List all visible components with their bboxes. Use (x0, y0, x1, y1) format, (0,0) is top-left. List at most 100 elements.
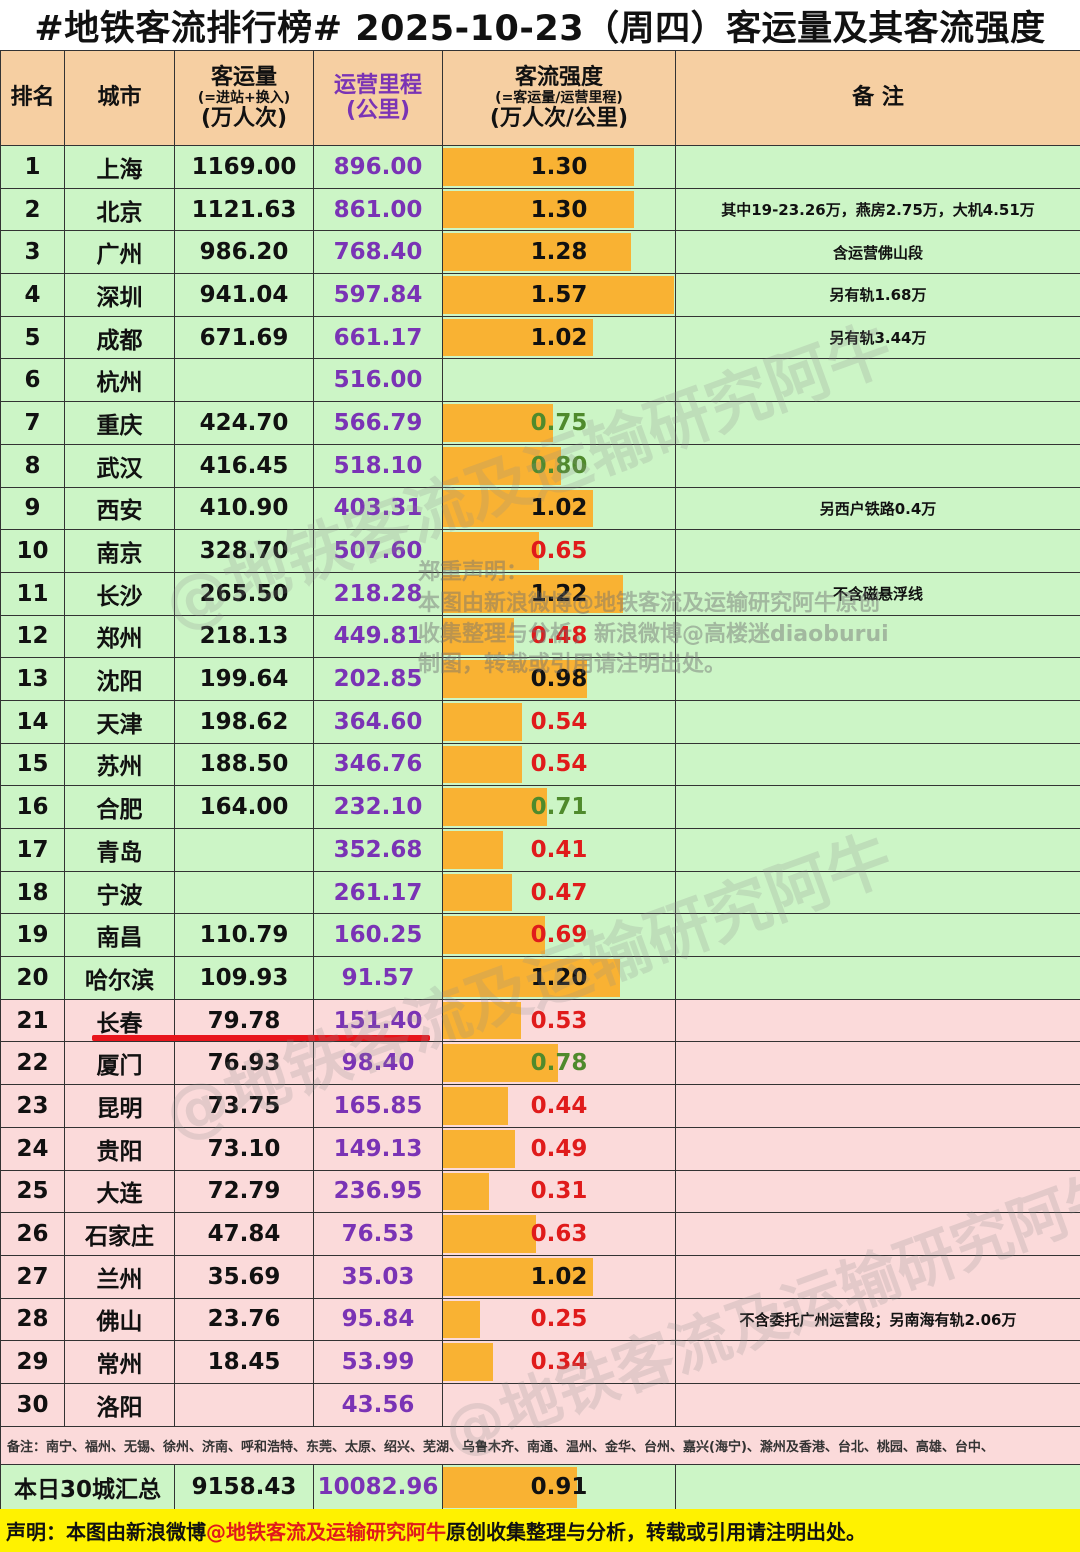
mileage-cell: 98.40 (313, 1041, 443, 1086)
ridership-cell: 424.70 (174, 401, 314, 445)
intensity-bar (443, 404, 553, 442)
remark-row: 备注：南宁、福州、无锡、徐州、济南、呼和浩特、东莞、太原、绍兴、芜湖、乌鲁木齐、… (0, 1425, 1080, 1465)
mileage-cell: 364.60 (313, 699, 443, 744)
ridership-cell: 73.10 (174, 1126, 314, 1171)
intensity-value: 0.34 (530, 1349, 588, 1376)
table-row: 6 杭州 516.00 (0, 358, 1080, 403)
table-row: 9 西安 410.90 403.31 1.02 另西户铁路0.4万 (0, 486, 1080, 531)
intensity-bar (443, 532, 539, 570)
summary-row: 本日30城汇总 9158.43 10082.96 0.91 (0, 1463, 1080, 1511)
rank-cell: 28 (0, 1297, 65, 1342)
header-intensity: 客流强度 (=客运量/运营里程) (万人次/公里) (442, 50, 676, 146)
note-cell (675, 358, 1080, 403)
rank-cell: 14 (0, 699, 65, 744)
intensity-cell: 1.57 (442, 273, 676, 317)
ridership-cell: 328.70 (174, 529, 314, 573)
intensity-cell: 0.34 (442, 1340, 676, 1384)
intensity-value: 0.98 (530, 666, 588, 693)
table-row: 19 南昌 110.79 160.25 0.69 (0, 913, 1080, 958)
footer-author: @地铁客流及运输研究阿牛 (206, 1520, 446, 1544)
intensity-bar (443, 745, 522, 784)
note-cell (675, 1382, 1080, 1427)
mileage-cell: 403.31 (313, 486, 443, 531)
rank-cell: 6 (0, 358, 65, 403)
note-cell: 不含磁悬浮线 (675, 571, 1080, 616)
rank-cell: 10 (0, 529, 65, 573)
mileage-cell: 151.40 (313, 998, 443, 1043)
mileage-cell: 518.10 (313, 443, 443, 488)
ridership-cell: 73.75 (174, 1084, 314, 1128)
intensity-cell: 0.41 (442, 828, 676, 872)
intensity-value: 0.54 (530, 751, 588, 778)
intensity-value: 1.28 (530, 239, 588, 266)
intensity-bar (443, 148, 634, 186)
note-cell (675, 870, 1080, 915)
ridership-cell: 410.90 (174, 486, 314, 531)
table-row: 17 青岛 352.68 0.41 (0, 828, 1080, 872)
city-cell: 青岛 (64, 828, 175, 872)
city-cell: 常州 (64, 1340, 175, 1384)
intensity-bar (443, 1044, 558, 1083)
intensity-bar (443, 916, 545, 955)
note-cell: 含运营佛山段 (675, 230, 1080, 275)
intensity-value: 1.20 (530, 964, 588, 991)
intensity-value (444, 1384, 675, 1425)
ridership-cell: 1121.63 (174, 187, 314, 232)
intensity-value: 0.44 (530, 1092, 588, 1119)
intensity-value: 0.78 (530, 1050, 588, 1077)
rank-cell: 12 (0, 614, 65, 659)
ridership-cell: 76.93 (174, 1041, 314, 1086)
rank-cell: 13 (0, 657, 65, 701)
intensity-cell: 1.22 (442, 571, 676, 616)
note-cell: 另有轨1.68万 (675, 273, 1080, 317)
note-cell (675, 443, 1080, 488)
header-city: 城市 (64, 50, 175, 146)
rank-cell: 23 (0, 1084, 65, 1128)
table-row: 24 贵阳 73.10 149.13 0.49 (0, 1126, 1080, 1171)
intensity-cell: 0.80 (442, 443, 676, 488)
rank-cell: 24 (0, 1126, 65, 1171)
intensity-bar (443, 617, 514, 656)
mileage-cell: 160.25 (313, 913, 443, 958)
mileage-cell: 43.56 (313, 1382, 443, 1427)
mileage-cell: 661.17 (313, 315, 443, 360)
intensity-value: 0.49 (530, 1135, 588, 1162)
city-cell: 广州 (64, 230, 175, 275)
city-cell: 石家庄 (64, 1212, 175, 1256)
header-rank: 排名 (0, 50, 65, 146)
ridership-cell: 18.45 (174, 1340, 314, 1384)
table-row: 1 上海 1169.00 896.00 1.30 (0, 145, 1080, 189)
table-header: 排名 城市 客运量 (=进站+换入) (万人次) 运营里程 (公里) 客流强度 … (0, 50, 1080, 146)
intensity-value: 1.22 (530, 580, 588, 607)
ridership-cell: 109.93 (174, 956, 314, 1000)
remark-text: 备注：南宁、福州、无锡、徐州、济南、呼和浩特、东莞、太原、绍兴、芜湖、乌鲁木齐、… (0, 1425, 1080, 1465)
city-cell: 武汉 (64, 443, 175, 488)
table-body: 1 上海 1169.00 896.00 1.30 2 北京 1121.63 861.00 1.30… (0, 145, 1080, 1427)
mileage-cell: 896.00 (313, 145, 443, 189)
city-cell: 重庆 (64, 401, 175, 445)
intensity-bar (443, 1129, 515, 1168)
mileage-cell: 202.85 (313, 657, 443, 701)
rank-cell: 1 (0, 145, 65, 189)
note-cell (675, 998, 1080, 1043)
intensity-bar (443, 1257, 593, 1296)
city-cell: 宁波 (64, 870, 175, 915)
intensity-bar (443, 318, 593, 357)
table-row: 23 昆明 73.75 165.85 0.44 (0, 1084, 1080, 1128)
intensity-cell (442, 358, 676, 403)
intensity-cell: 1.28 (442, 230, 676, 275)
city-cell: 厦门 (64, 1041, 175, 1086)
summary-intensity-bar (443, 1466, 577, 1508)
mileage-cell: 218.28 (313, 571, 443, 616)
ridership-cell: 416.45 (174, 443, 314, 488)
rank-cell: 2 (0, 187, 65, 232)
ridership-cell (174, 828, 314, 872)
city-cell: 苏州 (64, 742, 175, 787)
rank-cell: 11 (0, 571, 65, 616)
city-cell: 昆明 (64, 1084, 175, 1128)
note-cell (675, 401, 1080, 445)
intensity-value: 0.65 (530, 538, 588, 565)
ridership-cell: 72.79 (174, 1169, 314, 1214)
intensity-bar (443, 1215, 536, 1253)
intensity-value: 0.47 (530, 879, 588, 906)
